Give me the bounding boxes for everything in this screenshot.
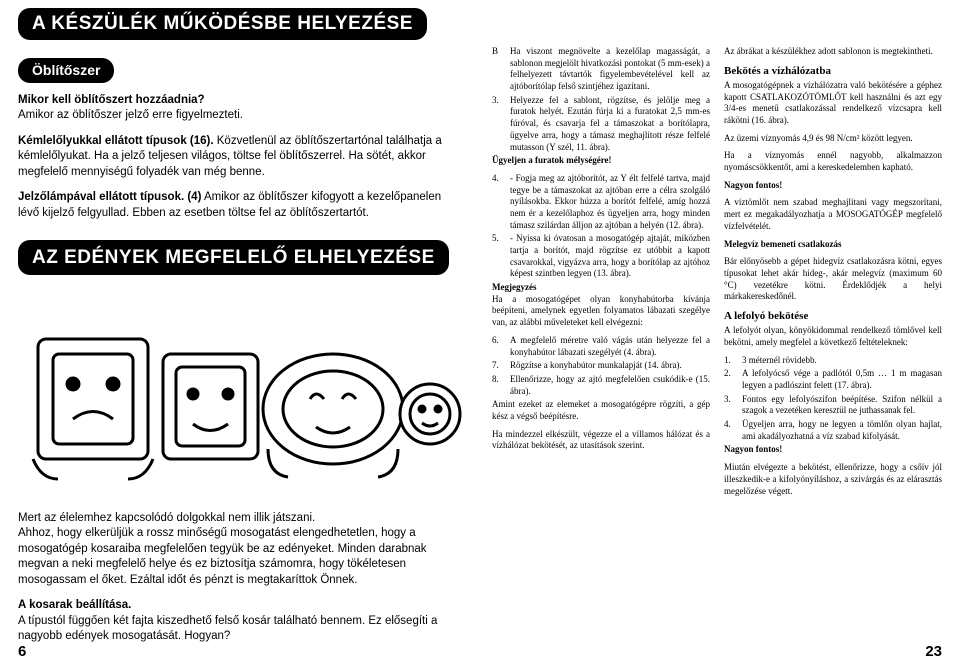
step-3-text: Helyezze fel a sablont, rögzítse, és jel… (510, 95, 710, 153)
step-6-num: 6. (492, 335, 504, 358)
step-8-text: Ellenőrizze, hogy az ajtó megfelelően cs… (510, 374, 710, 397)
page-right: B Ha viszont megnövelte a kezelőlap maga… (480, 0, 960, 666)
drain-4-text: Ügyeljen arra, hogy ne legyen a tömlőn o… (742, 419, 942, 442)
label-b: B (492, 46, 504, 93)
left-body: Öblítőszer Mikor kell öblítőszert hozzáa… (18, 58, 462, 645)
note-heading: Megjegyzés (492, 282, 710, 294)
para-peephole-lead: Kémlelőlyukkal ellátott típusok (16). (18, 135, 214, 147)
para-pressure: Az üzemi víznyomás 4,9 és 98 N/cm² közöt… (724, 133, 942, 145)
intro-templates: Az ábrákat a készülékhez adott sablonon … (724, 46, 942, 58)
drain-4-num: 4. (724, 419, 736, 442)
right-column-b: Az ábrákat a készülékhez adott sablonon … (724, 46, 942, 662)
page-number-left: 6 (18, 643, 26, 660)
note-text: Ha a mosogatógépet olyan konyhabútorba k… (492, 294, 710, 329)
para-check-leak: Miután elvégezte a bekötést, ellenőrizze… (724, 462, 942, 497)
warning-drill-depth: Ügyeljen a furatok mélységére! (492, 155, 710, 167)
heading-hotwater: Melegvíz bemeneti csatlakozás (724, 239, 942, 251)
heading-water-connect: Bekötés a vízhálózatba (724, 64, 942, 78)
drain-3-num: 3. (724, 394, 736, 417)
final-ready: Amint ezeket az elemeket a mosogatógépre… (492, 399, 710, 422)
dishes-illustration (18, 299, 462, 499)
para-peephole: Kémlelőlyukkal ellátott típusok (16). Kö… (18, 134, 462, 181)
page-number-right: 23 (925, 643, 942, 660)
step-8-num: 8. (492, 374, 504, 397)
text-b: Ha viszont megnövelte a kezelőlap magass… (510, 46, 710, 93)
drain-1-text: 3 méternél rövidebb. (742, 355, 942, 367)
step-5-num: 5. (492, 233, 504, 280)
para-indicator-lead: Jelzőlámpával ellátott típusok. (4) (18, 191, 201, 203)
drain-3-text: Fontos egy lefolyószifon beépítése. Szif… (742, 394, 942, 417)
step-5-text: - Nyissa ki óvatosan a mosogatógép ajtaj… (510, 233, 710, 280)
step-7-text: Rögzítse a konyhabútor munkalapját (14. … (510, 360, 710, 372)
para-basket-setup: A típustól függően két fajta kiszedhető … (18, 614, 462, 645)
drain-2-text: A lefolyócső vége a padlótól 0,5m … 1 m … (742, 368, 942, 391)
heading-dish-placement: AZ EDÉNYEK MEGFELELŐ ELHELYEZÉSE (18, 240, 449, 276)
page-left: A KÉSZÜLÉK MŰKÖDÉSBE HELYEZÉSE Öblítősze… (0, 0, 480, 666)
step-3-num: 3. (492, 95, 504, 153)
step-7-num: 7. (492, 360, 504, 372)
subheading-rinse: Öblítőszer (18, 58, 114, 83)
step-4-text: - Fogja meg az ajtóborítót, az Y élt fel… (510, 173, 710, 231)
para-basket-importance: Ahhoz, hogy elkerüljük a rossz minőségű … (18, 526, 462, 588)
right-column-a: B Ha viszont megnövelte a kezelőlap maga… (492, 46, 710, 662)
para-reducer: Ha a víznyomás ennél nagyobb, alkalmazzo… (724, 150, 942, 173)
heading-drain: A lefolyó bekötése (724, 309, 942, 323)
heading-important-1: Nagyon fontos! (724, 180, 942, 192)
drain-2-num: 2. (724, 368, 736, 391)
final-connect: Ha mindezzel elkészült, végezze el a vil… (492, 429, 710, 452)
answer-when-rinse: Amikor az öblítőszer jelző erre figyelme… (18, 108, 462, 124)
para-indicator: Jelzőlámpával ellátott típusok. (4) Amik… (18, 190, 462, 221)
heading-important-2: Nagyon fontos! (724, 444, 942, 456)
step-6-text: A megfelelő méretre való vágás után hely… (510, 335, 710, 358)
drain-1-num: 1. (724, 355, 736, 367)
para-food-play: Mert az élelemhez kapcsolódó dolgokkal n… (18, 511, 462, 527)
step-4-num: 4. (492, 173, 504, 231)
para-hotwater: Bár előnyösebb a gépet hidegvíz csatlako… (724, 256, 942, 303)
para-drain-intro: A lefolyót olyan, könyökidommal rendelke… (724, 325, 942, 348)
heading-basket-setup: A kosarak beállítása. (18, 598, 462, 614)
para-no-bend: A víztömlőt nem szabad meghajlítani vagy… (724, 197, 942, 232)
para-hose: A mosogatógépnek a vízhálózatra való bek… (724, 80, 942, 127)
heading-device-start: A KÉSZÜLÉK MŰKÖDÉSBE HELYEZÉSE (18, 8, 427, 40)
question-when-rinse: Mikor kell öblítőszert hozzáadnia? (18, 93, 462, 109)
